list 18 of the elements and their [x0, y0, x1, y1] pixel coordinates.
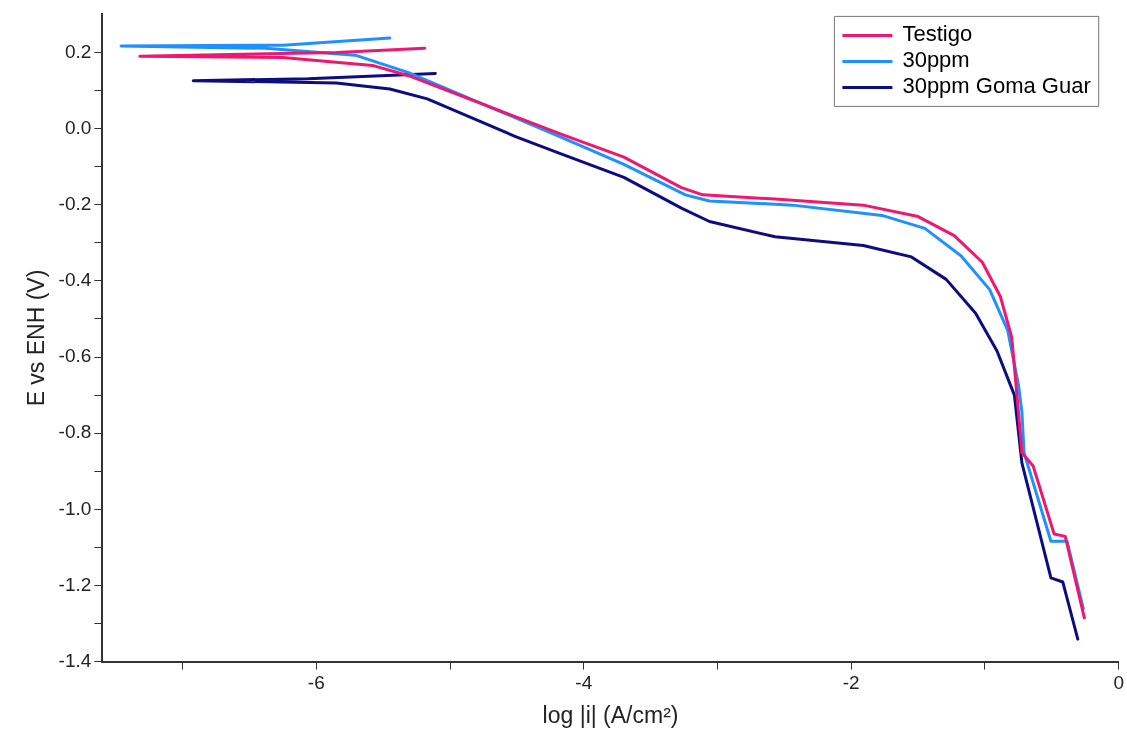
- x-tick-label: -2: [842, 672, 860, 694]
- x-tick-label: 0: [1113, 672, 1125, 694]
- y-tick-label: -0.2: [58, 192, 92, 214]
- y-tick-label: -1.4: [58, 649, 92, 671]
- y-tick-label: 0.2: [64, 40, 92, 62]
- legend-label: 30ppm Goma Guar: [902, 73, 1091, 99]
- y-tick-label: -1.2: [58, 573, 92, 595]
- y-tick-label: 0.0: [64, 116, 92, 138]
- y-tick-label: -0.6: [58, 345, 92, 367]
- y-axis-title: E vs ENH (V): [23, 269, 50, 407]
- legend-label: 30ppm: [902, 47, 970, 73]
- x-axis-title: log |i| (A/cm²): [542, 701, 679, 728]
- y-tick-label: -0.4: [58, 269, 92, 291]
- x-tick-label: -6: [307, 672, 325, 694]
- legend-label: Testigo: [902, 21, 973, 47]
- x-tick-label: -4: [575, 672, 593, 694]
- y-tick-label: -0.8: [58, 421, 92, 443]
- y-tick-label: -1.0: [58, 497, 92, 519]
